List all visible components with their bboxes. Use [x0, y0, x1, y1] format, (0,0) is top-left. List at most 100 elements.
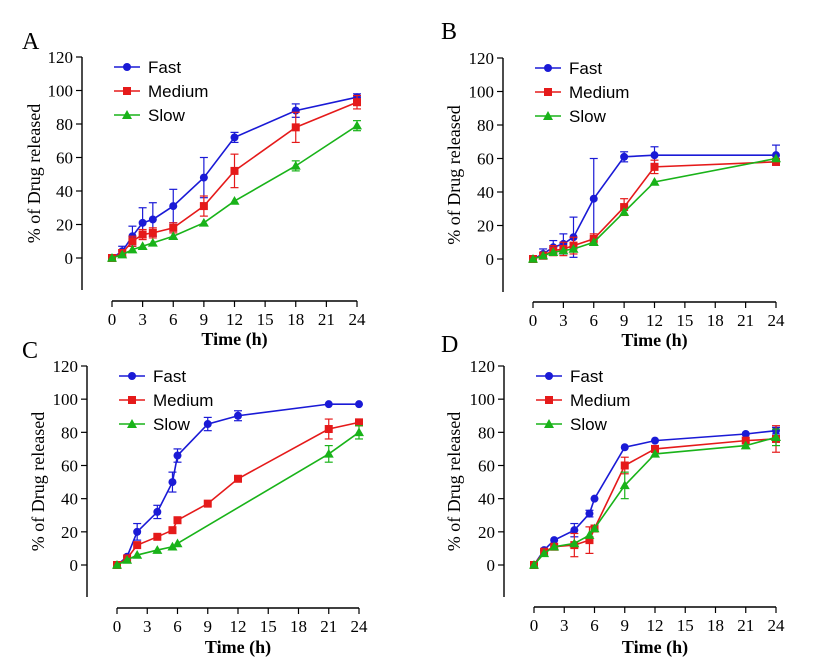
data-point [291, 123, 300, 132]
legend-label: Fast [153, 367, 186, 386]
data-point [649, 176, 660, 186]
x-tick-label: 6 [169, 310, 178, 329]
y-tick-label: 0 [70, 556, 79, 575]
data-point [620, 152, 629, 161]
data-point [568, 243, 579, 253]
y-tick-label: 40 [477, 183, 494, 202]
panel-letter: A [22, 29, 40, 55]
y-axis-title: % of Drug released [24, 104, 44, 243]
legend-marker [123, 63, 131, 71]
data-point [620, 461, 629, 470]
y-tick-label: 60 [477, 150, 494, 169]
legend-label: Medium [153, 391, 213, 410]
data-point [620, 203, 629, 212]
data-point [173, 516, 182, 525]
data-point [147, 237, 158, 247]
x-tick-label: 15 [676, 311, 693, 330]
x-tick-label: 9 [200, 310, 209, 329]
legend-label: Fast [570, 367, 603, 386]
x-tick-label: 21 [737, 616, 754, 635]
x-tick-label: 6 [173, 617, 182, 636]
legend: Fast Medium Slow [536, 367, 630, 434]
series-fast [113, 400, 363, 569]
data-point [619, 207, 630, 216]
y-tick-label: 100 [470, 390, 496, 409]
y-tick-label: 0 [487, 556, 496, 575]
x-tick-label: 12 [230, 617, 247, 636]
legend-marker [545, 396, 553, 404]
series-line [111, 96, 358, 259]
y-tick-label: 80 [56, 115, 73, 134]
x-tick-label: 9 [620, 311, 629, 330]
data-point [355, 418, 363, 427]
x-tick-label: 3 [559, 311, 568, 330]
data-point [650, 151, 659, 160]
y-tick-label: 120 [470, 357, 496, 376]
series-slow [107, 120, 362, 262]
data-point [128, 237, 137, 246]
x-tick-label: 0 [113, 617, 122, 636]
legend-marker [544, 64, 552, 72]
series-slow [528, 153, 781, 263]
legend-marker [544, 88, 552, 96]
x-tick-label: 6 [590, 616, 599, 635]
series-medium [113, 418, 363, 569]
x-tick-label: 15 [260, 617, 277, 636]
data-point [549, 541, 560, 551]
y-tick-label: 20 [477, 217, 494, 236]
data-point [538, 250, 549, 260]
data-point [548, 247, 559, 257]
y-tick-label: 60 [61, 457, 78, 476]
x-tick-label: 12 [647, 616, 664, 635]
data-point [133, 541, 142, 550]
legend-label: Slow [153, 415, 191, 434]
data-point [230, 133, 239, 142]
data-point [619, 480, 630, 490]
y-tick-label: 120 [53, 357, 79, 376]
data-point [122, 555, 133, 564]
y-tick-label: 20 [478, 523, 495, 542]
panel-letter: C [22, 338, 38, 364]
y-tick-label: 100 [48, 82, 74, 101]
x-tick-label: 3 [138, 310, 147, 329]
data-point [588, 237, 599, 246]
x-tick-label: 18 [707, 616, 724, 635]
data-point [169, 202, 178, 211]
data-point [132, 550, 143, 559]
data-point [133, 527, 142, 536]
series-line [116, 403, 359, 566]
legend: Fast Medium Slow [114, 58, 208, 125]
data-point [324, 400, 333, 409]
y-tick-label: 40 [61, 490, 78, 509]
series-line [116, 421, 360, 566]
x-tick-label: 3 [143, 617, 152, 636]
y-tick-label: 120 [469, 49, 495, 68]
data-point [199, 202, 208, 211]
panel-d: D 0 20 40 60 80 100 120 0 3 6 9 12 15 18 21 24 Time (h) % … [441, 332, 785, 658]
data-point [569, 538, 580, 548]
data-point [570, 526, 579, 535]
x-tick-label: 18 [290, 617, 307, 636]
data-point [290, 160, 301, 170]
data-point [234, 474, 242, 483]
x-tick-label: 15 [677, 616, 694, 635]
data-point [650, 162, 659, 171]
x-axis-title: Time (h) [205, 637, 271, 658]
series-medium [529, 157, 780, 263]
series-slow [112, 425, 364, 569]
data-point [323, 448, 334, 458]
y-tick-label: 20 [61, 523, 78, 542]
data-point [148, 215, 157, 224]
x-tick-label: 24 [349, 310, 367, 329]
data-point [650, 448, 660, 458]
data-point [168, 231, 179, 240]
data-point [148, 228, 157, 237]
data-point [173, 451, 182, 460]
y-axis-title: % of Drug released [444, 105, 464, 244]
x-axis-title: Time (h) [621, 330, 687, 351]
data-point [590, 494, 599, 503]
data-point [152, 545, 163, 554]
series-line [533, 429, 777, 566]
legend: Fast Medium Slow [535, 59, 629, 126]
data-point [138, 218, 147, 227]
